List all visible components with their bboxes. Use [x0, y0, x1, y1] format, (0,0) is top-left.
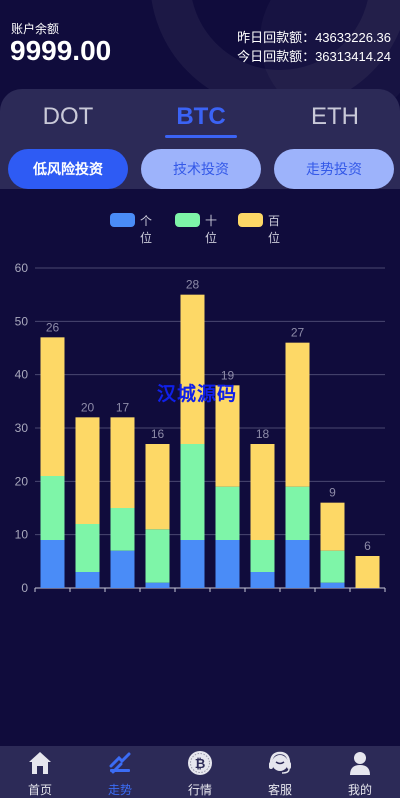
watermark-text: 汉城源码 — [157, 384, 238, 405]
bar-segment — [75, 417, 100, 524]
bar-data-label: 27 — [291, 326, 305, 340]
y-tick-label: 30 — [15, 421, 29, 435]
stacked-bar-chart: 0102030405060912263920781711016918289101… — [15, 261, 386, 595]
balance-value: 9999.00 — [10, 35, 112, 66]
bar-segment — [215, 385, 240, 487]
nav-item-trend[interactable]: 走势 — [80, 746, 160, 798]
yesterday-payback: 昨日回款额：43633226.36 — [237, 30, 391, 45]
nav-label-market: 行情 — [187, 783, 212, 797]
bar-segment — [110, 508, 135, 551]
balance-label: 账户余额 — [11, 22, 60, 36]
svg-text:₿: ₿ — [195, 756, 206, 771]
bar-segment — [40, 337, 65, 476]
trend-investment-button[interactable]: 走势投资 — [274, 149, 394, 189]
bar-segment — [320, 550, 345, 583]
nav-label-support: 客服 — [267, 783, 292, 797]
bar-segment — [40, 540, 65, 588]
bitcoin-coin-icon: ₿ — [188, 751, 212, 775]
bar-segment — [40, 476, 65, 540]
bar-data-label: 28 — [186, 278, 200, 292]
bar-data-label: 20 — [81, 400, 95, 414]
bar-segment — [285, 540, 310, 588]
home-icon — [29, 752, 51, 774]
y-tick-label: 0 — [21, 581, 28, 595]
bar-segment — [180, 294, 205, 444]
headset-icon — [269, 751, 291, 774]
nav-item-mine[interactable]: 我的 — [320, 746, 400, 798]
nav-item-home[interactable]: 首页 — [0, 746, 80, 798]
bar-segment — [110, 550, 135, 588]
bar-segment — [145, 444, 170, 530]
bar-segment — [250, 540, 275, 572]
legend-swatch-ones — [110, 213, 135, 227]
bar-segment — [250, 572, 275, 588]
bar-data-label: 6 — [364, 539, 371, 553]
legend-swatch-hundreds — [238, 213, 263, 227]
bar-segment — [320, 582, 345, 588]
nav-label-mine: 我的 — [347, 783, 372, 797]
bottom-nav: 首页 走势 ₿ 行情 客服 我的 — [0, 746, 400, 798]
legend-label-ones: 个位 — [140, 214, 153, 245]
legend-label-hundreds: 百位 — [268, 214, 281, 245]
bar-segment — [110, 417, 135, 508]
tab-dot[interactable]: DOT — [42, 103, 94, 130]
user-icon — [350, 752, 370, 775]
today-payback: 今日回款额：36313414.24 — [237, 49, 391, 64]
technical-investment-button[interactable]: 技术投资 — [141, 149, 261, 189]
bar-segment — [180, 444, 205, 540]
y-tick-label: 40 — [15, 368, 29, 382]
bar-segment — [285, 486, 310, 540]
bar-data-label: 18 — [256, 427, 270, 441]
bar-data-label: 16 — [151, 427, 165, 441]
nav-item-support[interactable]: 客服 — [240, 746, 320, 798]
coin-tabs: DOT BTC ETH — [0, 103, 400, 143]
nav-label-trend: 走势 — [107, 783, 132, 797]
y-tick-label: 20 — [15, 474, 29, 488]
tab-eth[interactable]: ETH — [311, 103, 359, 130]
bar-segment — [180, 540, 205, 588]
nav-label-home: 首页 — [27, 783, 52, 797]
y-tick-label: 10 — [15, 528, 29, 542]
bar-segment — [215, 540, 240, 588]
bar-segment — [320, 502, 345, 551]
bar-segment — [355, 556, 380, 588]
bar-segment — [75, 572, 100, 588]
bar-segment — [285, 342, 310, 487]
active-tab-indicator — [165, 135, 237, 138]
bar-segment — [145, 582, 170, 588]
bar-data-label: 26 — [46, 320, 60, 334]
bar-segment — [250, 444, 275, 540]
legend-label-tens: 十位 — [205, 214, 218, 245]
nav-item-market[interactable]: ₿ 行情 — [160, 746, 240, 798]
bar-segment — [215, 486, 240, 540]
chart-legend: 个位 十位 百位 — [0, 210, 400, 245]
low-risk-investment-button[interactable]: 低风险投资 — [8, 149, 128, 189]
tab-btc[interactable]: BTC — [176, 103, 226, 130]
y-tick-label: 60 — [15, 261, 29, 275]
bar-segment — [75, 524, 100, 572]
bar-data-label: 9 — [329, 486, 336, 500]
trend-icon — [109, 752, 131, 774]
bar-data-label: 17 — [116, 400, 130, 414]
bar-data-label: 19 — [221, 368, 235, 382]
y-tick-label: 50 — [15, 314, 29, 328]
legend-swatch-tens — [175, 213, 200, 227]
bar-segment — [145, 529, 170, 583]
